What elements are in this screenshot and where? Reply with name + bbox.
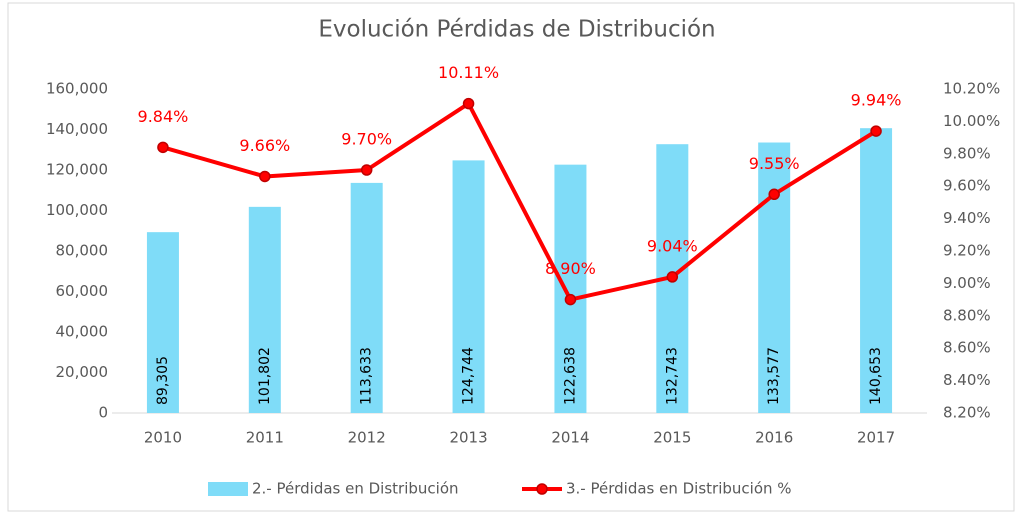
legend-label: 3.- Pérdidas en Distribución % — [566, 480, 792, 498]
y-tick-label: 120,000 — [46, 161, 108, 179]
line-value-label: 9.55% — [749, 154, 800, 173]
line — [162, 101, 878, 302]
bar-value-label: 133,577 — [766, 347, 782, 405]
y-tick-label: 100,000 — [46, 201, 108, 219]
line-value-label: 9.94% — [851, 91, 902, 110]
y2-tick-label: 9.80% — [943, 144, 991, 162]
y-tick-label: 140,000 — [46, 120, 108, 138]
y2-tick-label: 8.20% — [943, 404, 991, 422]
bar — [146, 232, 179, 413]
legend-swatch — [208, 482, 248, 496]
bar-value-label: 140,653 — [868, 347, 884, 405]
y2-tick-label: 9.60% — [943, 177, 991, 195]
line-marker — [157, 141, 169, 154]
x-tick-label: 2017 — [857, 429, 895, 447]
y2-tick-label: 10.20% — [943, 80, 1000, 98]
y-tick-label: 0 — [98, 404, 108, 422]
x-tick-label: 2012 — [348, 429, 386, 447]
line-marker — [462, 97, 475, 110]
x-tick-label: 2015 — [653, 429, 691, 447]
bar-value-label: 132,743 — [664, 347, 680, 405]
line-marker — [360, 164, 373, 176]
bar — [860, 128, 893, 413]
x-tick-label: 2014 — [551, 429, 589, 447]
y-tick-label: 20,000 — [56, 363, 109, 381]
line-value-label: 9.84% — [138, 107, 189, 126]
x-tick-label: 2013 — [449, 429, 487, 447]
bar — [248, 206, 281, 413]
y-tick-label: 160,000 — [46, 80, 108, 98]
bar-value-label: 122,638 — [562, 347, 578, 405]
x-tick-label: 2010 — [144, 429, 182, 447]
line-value-label: 9.70% — [341, 130, 392, 149]
line-value-label: 8.90% — [545, 259, 596, 278]
bar-value-label: 124,744 — [461, 347, 477, 405]
bar-value-label: 89,305 — [155, 356, 171, 405]
line-marker — [768, 188, 780, 201]
y-tick-label: 80,000 — [56, 242, 109, 260]
y2-tick-label: 8.40% — [943, 371, 991, 389]
line-marker — [666, 271, 679, 283]
bar — [350, 182, 383, 413]
y2-tick-label: 8.60% — [943, 339, 991, 357]
bar-value-label: 113,633 — [359, 347, 375, 405]
line-marker — [870, 125, 882, 137]
legend-swatch-marker — [536, 483, 548, 495]
bar — [554, 164, 587, 413]
line-marker — [259, 170, 271, 183]
chart-title: Evolución Pérdidas de Distribución — [318, 17, 715, 43]
line-value-label: 10.11% — [438, 63, 499, 82]
legend-label: 2.- Pérdidas en Distribución — [252, 480, 459, 498]
y2-tick-label: 9.00% — [943, 274, 991, 292]
y2-tick-label: 8.80% — [943, 306, 991, 324]
line-value-label: 9.04% — [647, 236, 698, 255]
y-tick-label: 40,000 — [56, 323, 109, 341]
bar — [452, 160, 485, 413]
x-tick-label: 2011 — [246, 429, 284, 447]
line-marker — [564, 293, 577, 306]
y2-tick-label: 9.40% — [943, 209, 991, 227]
y-tick-label: 60,000 — [56, 282, 109, 300]
y2-tick-label: 10.00% — [943, 112, 1000, 130]
line-value-label: 9.66% — [239, 136, 290, 155]
x-tick-label: 2016 — [755, 429, 793, 447]
bar-value-label: 101,802 — [257, 347, 273, 405]
y2-tick-label: 9.20% — [943, 242, 991, 260]
